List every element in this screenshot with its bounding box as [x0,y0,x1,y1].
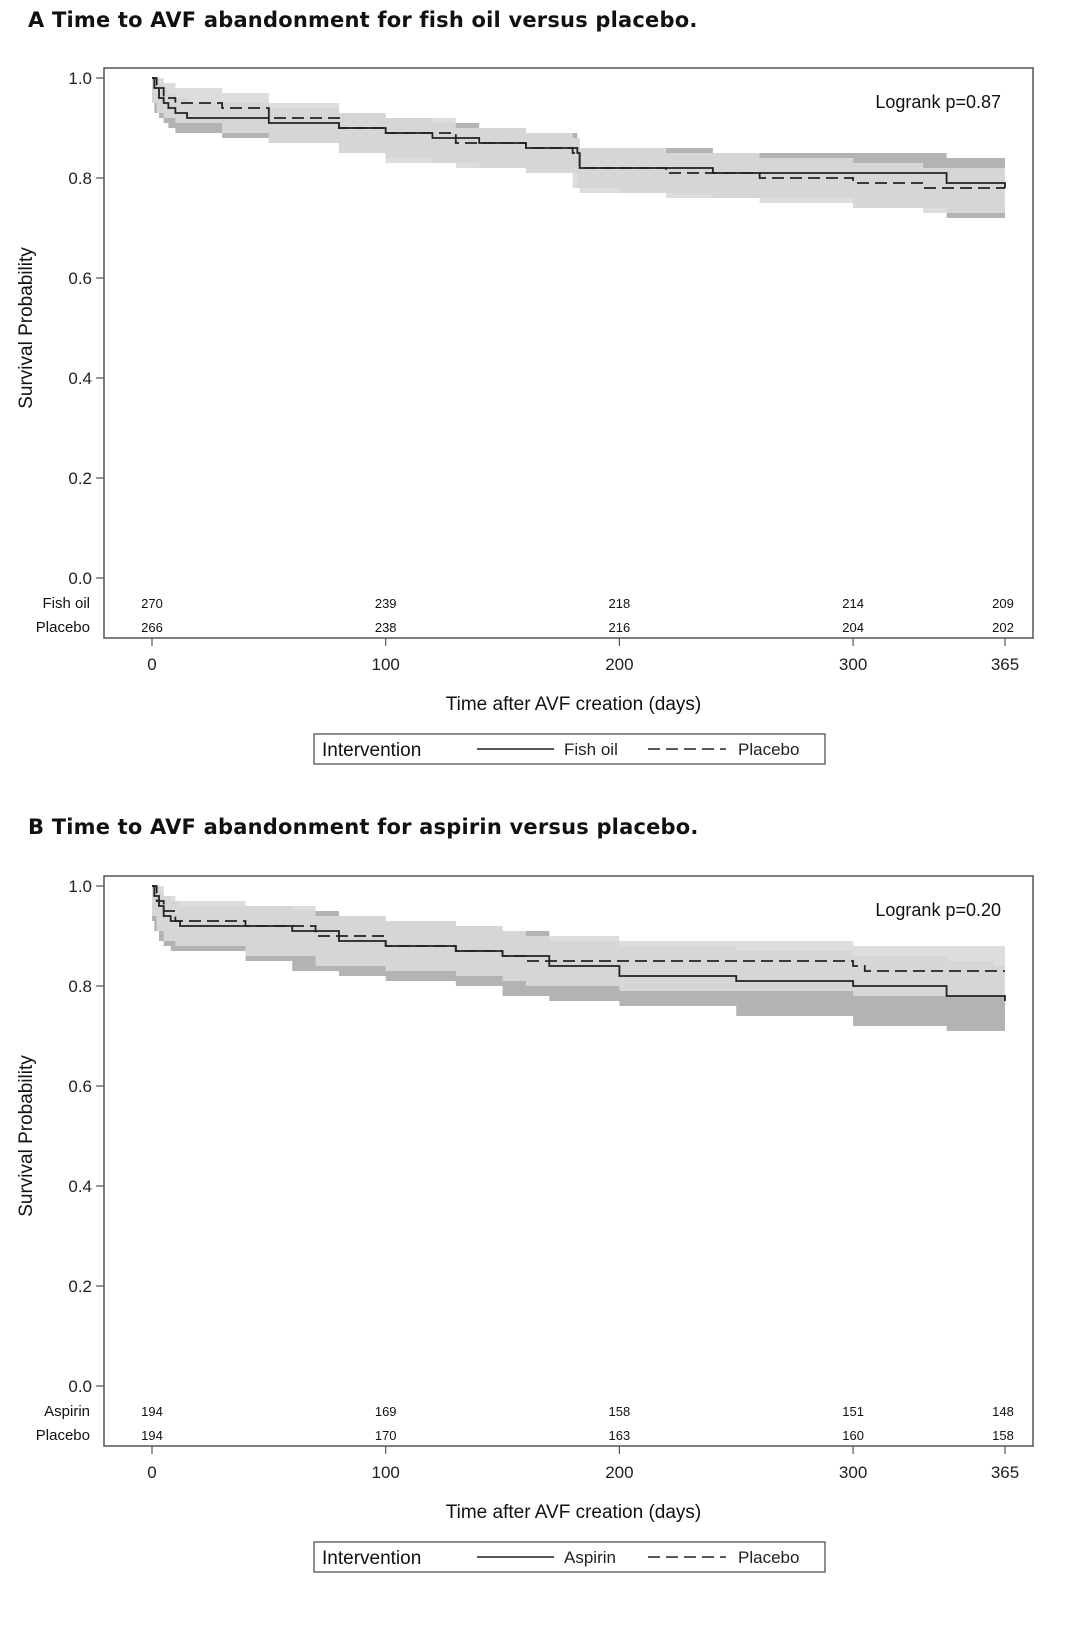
a-x-tick-label: 0 [147,655,156,674]
b-risk-number: 194 [141,1404,163,1419]
a-legend-title: Intervention [322,740,421,761]
b-risk-number: 158 [609,1404,631,1419]
a-risk-number: 204 [842,620,864,635]
b-legend-title: Intervention [322,1548,421,1569]
a-x-tick-label: 300 [839,655,867,674]
a-curve-placebo [152,77,1005,189]
panel-a-title: A Time to AVF abandonment for fish oil v… [28,8,698,32]
a-risk-number: 202 [992,620,1014,635]
b-x-axis-title: Time after AVF creation (days) [446,1502,702,1523]
b-risk-number: 170 [375,1428,397,1443]
a-x-tick-label: 200 [605,655,633,674]
b-risk-row-label: Aspirin [44,1403,90,1420]
a-y-tick-label: 0.8 [68,169,92,188]
a-risk-row-label: Placebo [36,619,90,636]
b-legend-label-1: Aspirin [564,1548,616,1567]
b-x-tick-label: 200 [605,1463,633,1482]
b-y-tick-label: 0.8 [68,977,92,996]
a-risk-number: 218 [609,596,631,611]
a-y-tick-label: 0.2 [68,469,92,488]
chart-a-kaplan-meier: 0.0 0.2 0.4 0.6 0.8 1.0 0 100 200 300 365 Time afte… [16,67,1034,765]
a-x-tick-label: 100 [372,655,400,674]
b-risk-number: 163 [609,1428,631,1443]
a-y-tick-label: 0.6 [68,269,92,288]
a-risk-number: 239 [375,596,397,611]
a-legend-label-1: Fish oil [564,740,618,759]
b-legend: Intervention Aspirin Placebo [313,1541,826,1573]
b-risk-number: 169 [375,1404,397,1419]
b-risk-number: 160 [842,1428,864,1443]
a-legend-box [313,733,826,765]
b-x-tick-label: 0 [147,1463,156,1482]
b-y-tick-label: 0.4 [68,1177,92,1196]
a-risk-number: 266 [141,620,163,635]
a-risk-number: 238 [375,620,397,635]
b-x-tick-label: 300 [839,1463,867,1482]
b-plot-frame [103,875,1034,1447]
b-y-tick-label: 0.0 [68,1377,92,1396]
a-ci-band-placebo [152,78,1005,213]
b-x-tick-label: 100 [372,1463,400,1482]
a-y-tick-label: 0.4 [68,369,92,388]
a-risk-number: 270 [141,596,163,611]
b-risk-number: 148 [992,1404,1014,1419]
a-y-axis-title: Survival Probability [16,247,37,409]
a-legend-label-2: Placebo [738,740,799,759]
b-y-tick-label: 1.0 [68,877,92,896]
a-legend: Intervention Fish oil Placebo [313,733,826,765]
b-ci-band-placebo [152,886,1005,996]
b-logrank-annotation: Logrank p=0.20 [875,900,1001,920]
b-risk-number: 151 [842,1404,864,1419]
b-y-tick-label: 0.2 [68,1277,92,1296]
a-logrank-annotation: Logrank p=0.87 [875,92,1001,112]
b-y-axis-title: Survival Probability [16,1055,37,1217]
b-curve-placebo [152,885,1005,972]
b-risk-number: 194 [141,1428,163,1443]
a-risk-number: 214 [842,596,864,611]
b-risk-row-label: Placebo [36,1427,90,1444]
a-risk-number: 216 [609,620,631,635]
b-y-tick-label: 0.6 [68,1077,92,1096]
a-y-tick-label: 0.0 [68,569,92,588]
chart-b-kaplan-meier: 0.0 0.2 0.4 0.6 0.8 1.0 0 100 200 300 365 Time afte… [16,875,1034,1573]
b-legend-label-2: Placebo [738,1548,799,1567]
a-risk-number: 209 [992,596,1014,611]
b-risk-number: 158 [992,1428,1014,1443]
a-x-axis-title: Time after AVF creation (days) [446,694,702,715]
a-x-tick-label: 365 [991,655,1019,674]
panel-b-title: B Time to AVF abandonment for aspirin ve… [28,815,699,839]
a-plot-frame [103,67,1034,639]
a-risk-row-label: Fish oil [42,595,90,612]
b-legend-box [313,1541,826,1573]
b-x-tick-label: 365 [991,1463,1019,1482]
a-curve-fish-oil [152,77,1006,188]
a-y-tick-label: 1.0 [68,69,92,88]
